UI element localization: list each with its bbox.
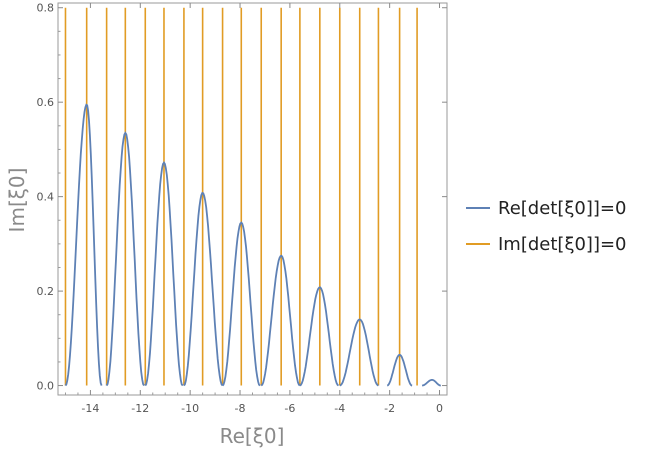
re-zero-curve — [105, 131, 145, 387]
y-tick-label: 0.6 — [37, 96, 55, 109]
y-tick-label: 0.2 — [37, 285, 55, 298]
x-tick-label: -4 — [334, 402, 345, 415]
y-tick-label: 0.8 — [37, 2, 55, 15]
x-axis-label: Re[ξ0] — [220, 424, 285, 448]
y-axis-label: Im[ξ0] — [5, 168, 29, 233]
x-tick-label: -14 — [81, 402, 99, 415]
re-zero-curve — [386, 353, 413, 387]
axes: -14 -12 -10 -8 -6 -4 -2 0 0.0 0.2 0.4 0.6 0.8 — [37, 2, 448, 415]
legend-label-im: Im[det[ξ0]]=0 — [498, 234, 627, 255]
x-tick-label: -10 — [181, 402, 199, 415]
re-zero-curve — [144, 160, 184, 387]
re-zero-curve — [260, 254, 301, 387]
re-zero-curve — [421, 378, 441, 387]
x-tick-label: -2 — [384, 402, 395, 415]
legend-label-re: Re[det[ξ0]]=0 — [498, 198, 626, 219]
re-zero-curve — [183, 191, 224, 387]
re-zero-curve — [299, 286, 340, 387]
legend: Re[det[ξ0]]=0 Im[det[ξ0]]=0 — [466, 198, 627, 255]
y-tick-label: 0.4 — [37, 191, 55, 204]
plot-area — [64, 7, 441, 387]
re-zero-curve — [64, 103, 103, 387]
x-tick-label: -8 — [235, 402, 246, 415]
x-tick-label: -6 — [284, 402, 295, 415]
y-tick-label: 0.0 — [37, 380, 55, 393]
x-tick-label: -12 — [131, 402, 149, 415]
re-zero-curve — [221, 221, 261, 387]
re-zero-curve — [339, 318, 379, 387]
x-tick-label: 0 — [436, 402, 443, 415]
